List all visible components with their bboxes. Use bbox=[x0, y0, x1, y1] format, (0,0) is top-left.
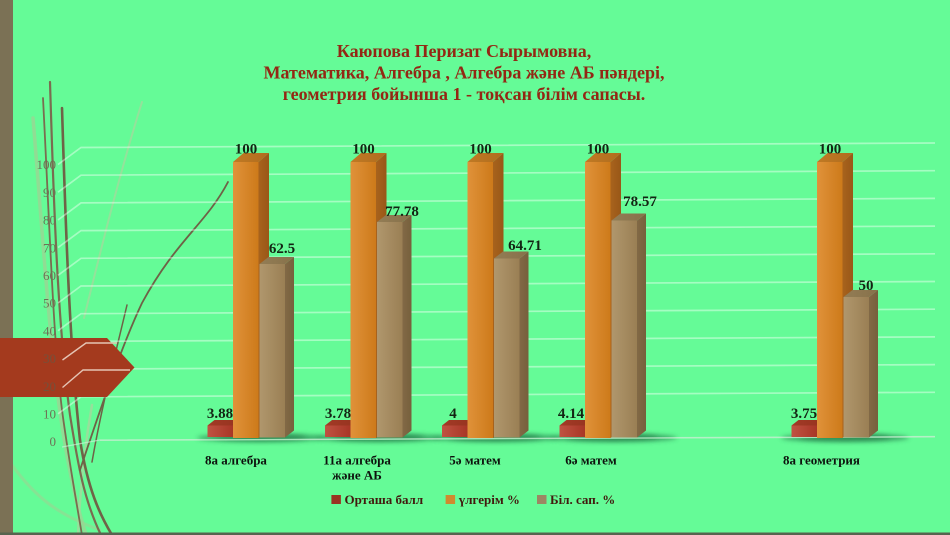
svg-text:0: 0 bbox=[50, 434, 57, 449]
svg-text:64.71: 64.71 bbox=[508, 238, 542, 254]
svg-text:6ә матем: 6ә матем bbox=[565, 453, 617, 468]
svg-text:100: 100 bbox=[587, 142, 610, 158]
svg-text:20: 20 bbox=[43, 379, 56, 394]
svg-text:8а алгебра: 8а алгебра bbox=[205, 453, 267, 468]
svg-text:40: 40 bbox=[43, 323, 56, 338]
svg-text:8а геометрия: 8а геометрия bbox=[783, 453, 860, 468]
svg-text:90: 90 bbox=[43, 185, 56, 200]
svg-text:10: 10 bbox=[43, 407, 56, 422]
svg-text:80: 80 bbox=[43, 213, 56, 228]
svg-text:4: 4 bbox=[449, 406, 457, 422]
svg-text:100: 100 bbox=[469, 142, 492, 158]
svg-text:100: 100 bbox=[37, 157, 57, 172]
svg-text:11а алгебра: 11а алгебра bbox=[323, 453, 391, 468]
svg-text:Каюпова Перизат Сырымовна,: Каюпова Перизат Сырымовна, bbox=[337, 41, 591, 61]
svg-text:70: 70 bbox=[43, 240, 56, 255]
svg-text:геометрия бойынша 1 - тоқсан: геометрия бойынша 1 - тоқсан білім сапас… bbox=[283, 84, 646, 104]
svg-text:4.14: 4.14 bbox=[558, 406, 585, 422]
svg-text:50: 50 bbox=[859, 278, 874, 294]
svg-text:30: 30 bbox=[43, 351, 56, 366]
svg-text:50: 50 bbox=[43, 296, 56, 311]
svg-text:Біл. сап. %: Біл. сап. % bbox=[550, 492, 615, 507]
svg-text:үлгерім %: үлгерім % bbox=[459, 492, 520, 507]
svg-text:100: 100 bbox=[352, 142, 375, 158]
svg-text:Математика, Алгебра , Алгебра: Математика, Алгебра , Алгебра және АБ пә… bbox=[263, 63, 664, 83]
svg-text:77.78: 77.78 bbox=[385, 204, 419, 220]
svg-text:60: 60 bbox=[43, 268, 56, 283]
svg-text:5ә матем: 5ә матем bbox=[449, 453, 501, 468]
svg-text:62.5: 62.5 bbox=[269, 241, 295, 257]
svg-text:100: 100 bbox=[819, 142, 842, 158]
svg-text:3.75: 3.75 bbox=[791, 406, 817, 422]
svg-text:Орташа балл: Орташа балл bbox=[345, 492, 424, 507]
svg-text:3.88: 3.88 bbox=[207, 406, 233, 422]
svg-text:100: 100 bbox=[235, 142, 258, 158]
svg-text:78.57: 78.57 bbox=[623, 194, 657, 210]
svg-text:3.78: 3.78 bbox=[325, 406, 351, 422]
svg-text:және АБ: және АБ bbox=[332, 468, 382, 483]
